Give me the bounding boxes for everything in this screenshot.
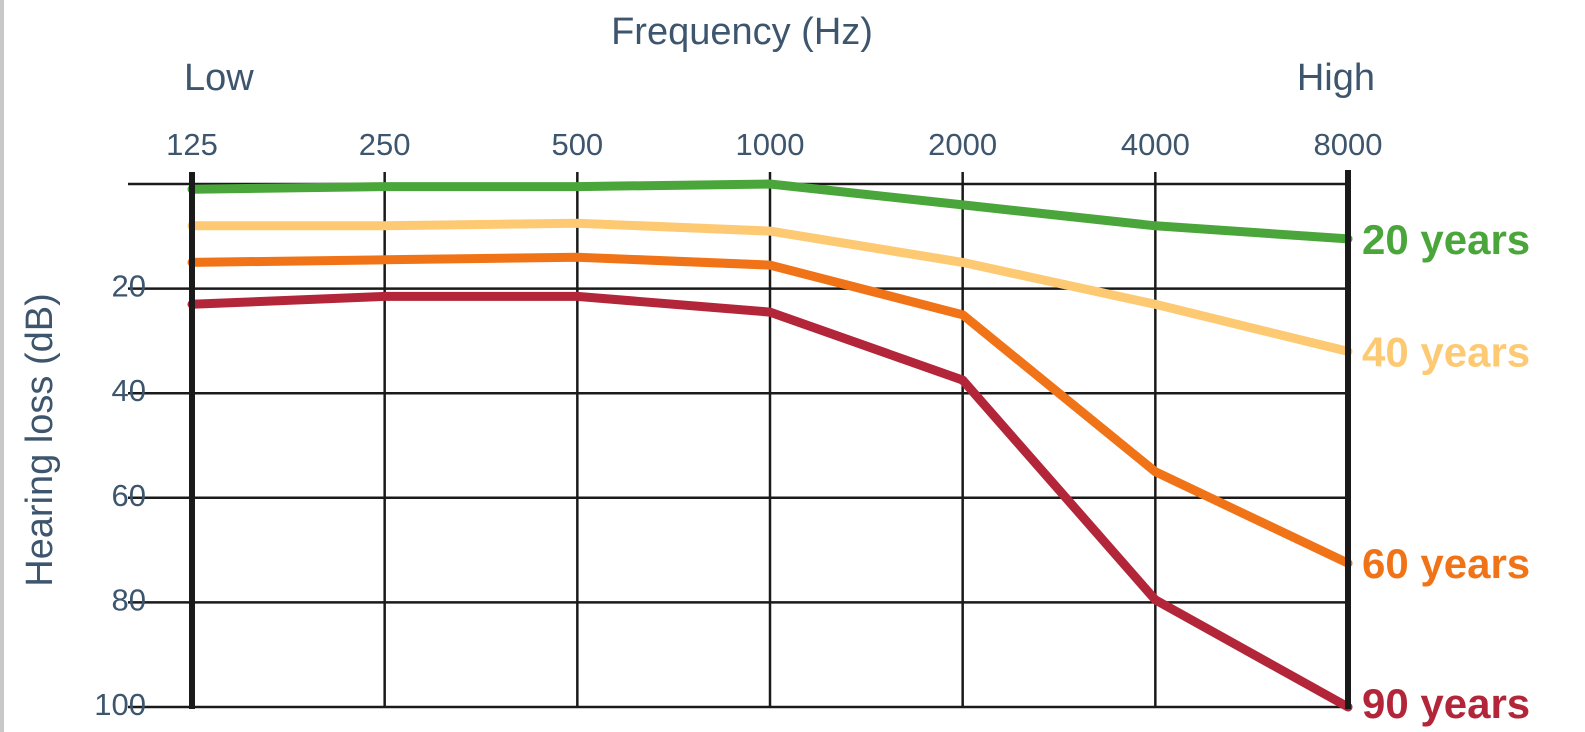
series-lines xyxy=(187,179,1353,712)
x-axis-low-label: Low xyxy=(184,57,254,99)
y-tick-label: 100 xyxy=(94,687,146,722)
series-label-40-years: 40 years xyxy=(1362,328,1530,375)
series-line-90-years xyxy=(187,291,1353,712)
y-tick-label: 60 xyxy=(112,478,146,513)
series-label-90-years: 90 years xyxy=(1362,680,1530,727)
x-axis-title: Frequency (Hz) xyxy=(611,11,873,53)
series-label-20-years: 20 years xyxy=(1362,216,1530,263)
series-line-60-years xyxy=(187,252,1353,568)
y-tick-label: 20 xyxy=(112,269,146,304)
left-frame-border xyxy=(0,0,4,732)
series-label-60-years: 60 years xyxy=(1362,540,1530,587)
x-tick-label: 500 xyxy=(551,127,603,162)
y-tick-label: 80 xyxy=(112,582,146,617)
x-tick-label: 2000 xyxy=(928,127,997,162)
tick-labels: 125 250 500 1000 2000 4000 8000 20 40 60 80 100 xyxy=(94,127,1382,722)
x-tick-label: 8000 xyxy=(1314,127,1383,162)
y-tick-label: 40 xyxy=(112,373,146,408)
axes xyxy=(189,170,1351,709)
series-labels: 20 years 40 years 60 years 90 years xyxy=(1362,216,1530,727)
x-tick-label: 250 xyxy=(359,127,411,162)
series-line-40-years xyxy=(187,218,1353,356)
grid xyxy=(128,172,1348,709)
x-tick-label: 1000 xyxy=(736,127,805,162)
x-axis-high-label: High xyxy=(1297,57,1375,99)
y-axis-title: Hearing loss (dB) xyxy=(19,293,61,587)
x-tick-label: 125 xyxy=(166,127,218,162)
series-line-20-years xyxy=(187,179,1353,244)
x-tick-label: 4000 xyxy=(1121,127,1190,162)
